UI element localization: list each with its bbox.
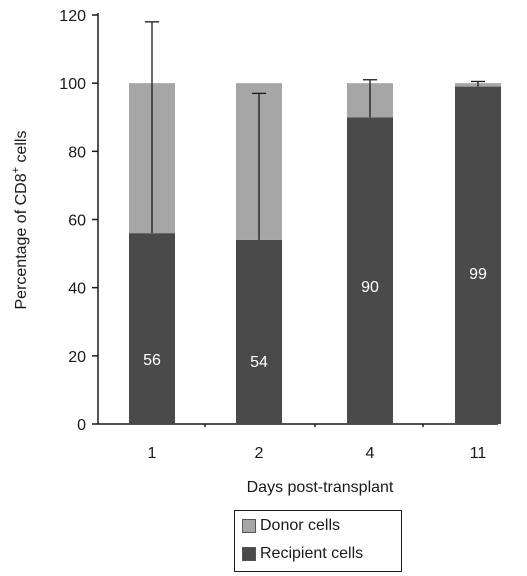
y-tick-label-0: 0: [77, 417, 86, 434]
bar-recipient-day-4: [347, 117, 393, 424]
y-axis-title-superscript: +: [10, 167, 22, 173]
x-tick-label-4: 4: [366, 445, 375, 462]
legend-label-recipient: Recipient cells: [260, 545, 364, 562]
y-tick-label-80: 80: [68, 144, 86, 161]
legend-item-recipient: Recipient cells: [242, 545, 363, 563]
y-tick-label-60: 60: [68, 213, 86, 230]
legend-swatch-donor: [242, 519, 256, 533]
bar-recipient-day-1: [129, 233, 175, 424]
y-tick-label-20: 20: [68, 349, 86, 366]
y-axis-title-prefix: Percentage of CD8: [13, 173, 30, 309]
plot-area: 0 20 40 60 80 100 120 56 1 54 2 90 4 99 11: [59, 8, 501, 462]
y-tick-label-100: 100: [59, 76, 86, 93]
bar-recipient-day-2: [236, 239, 282, 424]
data-label-day-4: 90: [361, 279, 379, 296]
x-axis-title: Days post-transplant: [247, 479, 394, 496]
legend-item-donor: Donor cells: [242, 517, 340, 535]
x-tick-label-2: 2: [255, 445, 264, 462]
y-axis-title-suffix: cells: [13, 131, 30, 167]
y-axis-title: Percentage of CD8+ cells: [10, 131, 30, 310]
x-tick-label-1: 1: [148, 445, 157, 462]
data-label-day-11: 99: [469, 266, 487, 283]
data-label-day-2: 54: [250, 354, 268, 371]
x-tick-label-11: 11: [470, 445, 487, 462]
data-label-day-1: 56: [143, 352, 161, 369]
bar-recipient-day-11: [455, 86, 501, 424]
legend: Donor cells Recipient cells: [234, 510, 402, 572]
legend-swatch-recipient: [242, 547, 256, 561]
y-tick-label-40: 40: [68, 281, 86, 298]
bar-chart: 0 20 40 60 80 100 120 56 1 54 2 90 4 99 11 Days post-t…: [10, 8, 501, 496]
y-tick-label-120: 120: [59, 8, 86, 25]
legend-label-donor: Donor cells: [260, 517, 341, 534]
